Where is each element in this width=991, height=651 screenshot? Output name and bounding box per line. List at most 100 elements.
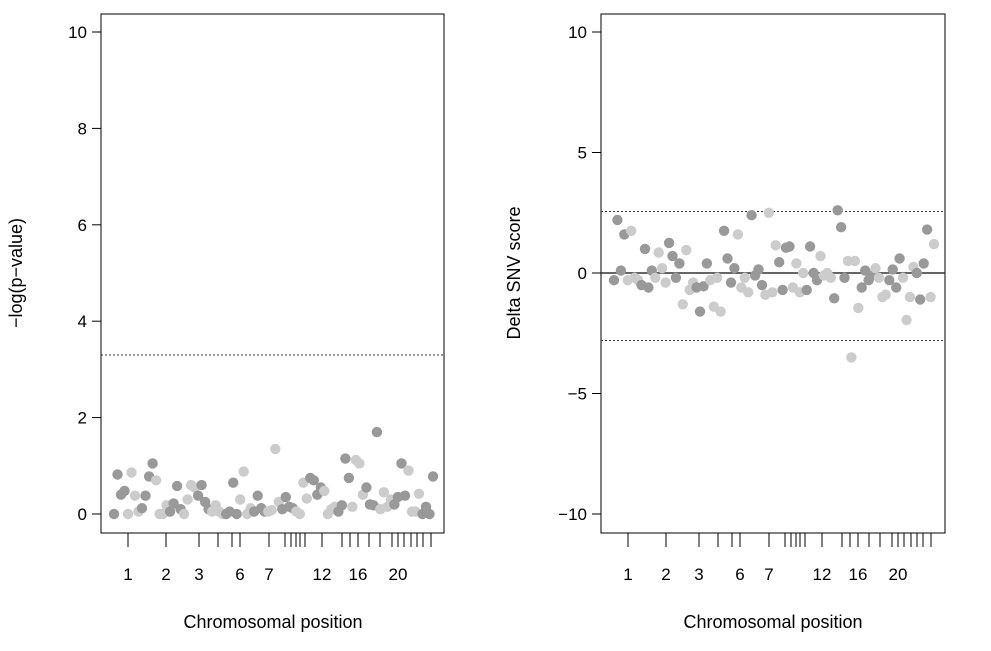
data-point (294, 508, 305, 520)
x-tick-label: 16 (349, 565, 368, 584)
data-point (657, 263, 668, 274)
x-tick-label: 3 (194, 565, 203, 584)
data-point (853, 302, 864, 314)
data-point (336, 500, 348, 511)
data-point (396, 458, 407, 469)
data-point (319, 485, 330, 497)
data-point (791, 258, 802, 269)
pvalue-points (108, 426, 439, 520)
x-tick-label: 6 (735, 565, 744, 584)
data-point (873, 272, 885, 283)
delta-snv-y-axis-label: Delta SNV score (504, 206, 524, 339)
x-tick-label: 7 (764, 565, 773, 584)
delta-snv-x-axis-label: Chromosomal position (683, 612, 862, 632)
x-tick-label: 2 (161, 565, 170, 584)
data-point (626, 225, 637, 236)
data-point (725, 277, 737, 288)
data-point (743, 287, 754, 298)
data-point (643, 282, 654, 293)
data-point (756, 279, 768, 291)
data-point (228, 477, 239, 488)
data-point (897, 272, 909, 283)
pvalue-y-axis: 0 2 4 6 8 10 (68, 23, 101, 524)
y-tick-label: 6 (78, 216, 87, 235)
pvalue-x-axis-label: Chromosomal position (183, 612, 362, 632)
data-point (774, 257, 785, 268)
y-tick-label: 10 (68, 23, 87, 42)
data-point (894, 253, 905, 264)
data-point (887, 264, 898, 275)
data-point (832, 205, 843, 216)
data-point (178, 508, 190, 520)
y-tick-label: 0 (578, 264, 587, 283)
data-point (904, 291, 916, 303)
data-point (361, 482, 372, 493)
x-tick-label: 1 (623, 565, 632, 584)
data-point (231, 508, 242, 520)
data-point (667, 250, 678, 262)
data-point (399, 490, 411, 501)
data-point (413, 488, 425, 499)
data-point (343, 472, 355, 484)
data-point (347, 501, 358, 512)
x-tick-label: 20 (389, 565, 408, 584)
data-point (718, 225, 730, 236)
data-point (171, 480, 183, 492)
x-tick-label: 12 (813, 565, 832, 584)
data-point (639, 243, 651, 255)
data-point (829, 293, 840, 304)
data-point (663, 237, 675, 249)
data-point (770, 240, 781, 251)
delta-snv-y-axis: −10 −5 0 5 10 (558, 23, 601, 524)
pvalue-plot-frame (100, 13, 445, 534)
data-point (928, 238, 940, 250)
pvalue-y-axis-label: −log(p−value) (6, 218, 26, 328)
data-point (722, 253, 733, 264)
y-tick-label: 8 (78, 119, 87, 138)
data-point (608, 275, 620, 286)
data-point (378, 487, 390, 498)
data-point (915, 294, 926, 305)
data-point (839, 272, 850, 283)
delta-snv-points (608, 205, 940, 363)
data-point (801, 284, 812, 296)
x-tick-label: 7 (264, 565, 273, 584)
data-point (925, 291, 936, 303)
data-point (674, 258, 685, 269)
x-tick-label: 3 (694, 565, 703, 584)
data-point (266, 504, 277, 516)
data-point (732, 229, 744, 240)
data-point (403, 465, 414, 476)
data-point (815, 250, 826, 262)
data-point (715, 306, 726, 317)
data-point (825, 272, 836, 283)
data-point (140, 490, 151, 501)
x-tick-label: 12 (313, 565, 332, 584)
data-point (238, 466, 249, 477)
data-point (763, 207, 774, 218)
data-point (235, 494, 246, 505)
x-tick-label: 20 (889, 565, 908, 584)
data-point (615, 265, 627, 276)
data-point (777, 284, 788, 296)
data-point (880, 289, 891, 300)
data-point (182, 494, 193, 505)
y-tick-label: 2 (78, 409, 87, 428)
data-point (354, 458, 365, 469)
data-point (729, 263, 740, 274)
data-point (870, 263, 881, 274)
data-point (340, 453, 351, 464)
data-point (681, 244, 692, 256)
data-point (150, 475, 162, 486)
y-tick-label: 4 (78, 312, 87, 331)
data-point (660, 277, 671, 288)
data-point (270, 443, 281, 455)
y-tick-label: 0 (78, 505, 87, 524)
data-point (119, 485, 130, 497)
x-tick-label: 2 (661, 565, 670, 584)
data-point (126, 467, 137, 478)
data-point (108, 508, 120, 520)
y-tick-label: 5 (578, 144, 587, 163)
